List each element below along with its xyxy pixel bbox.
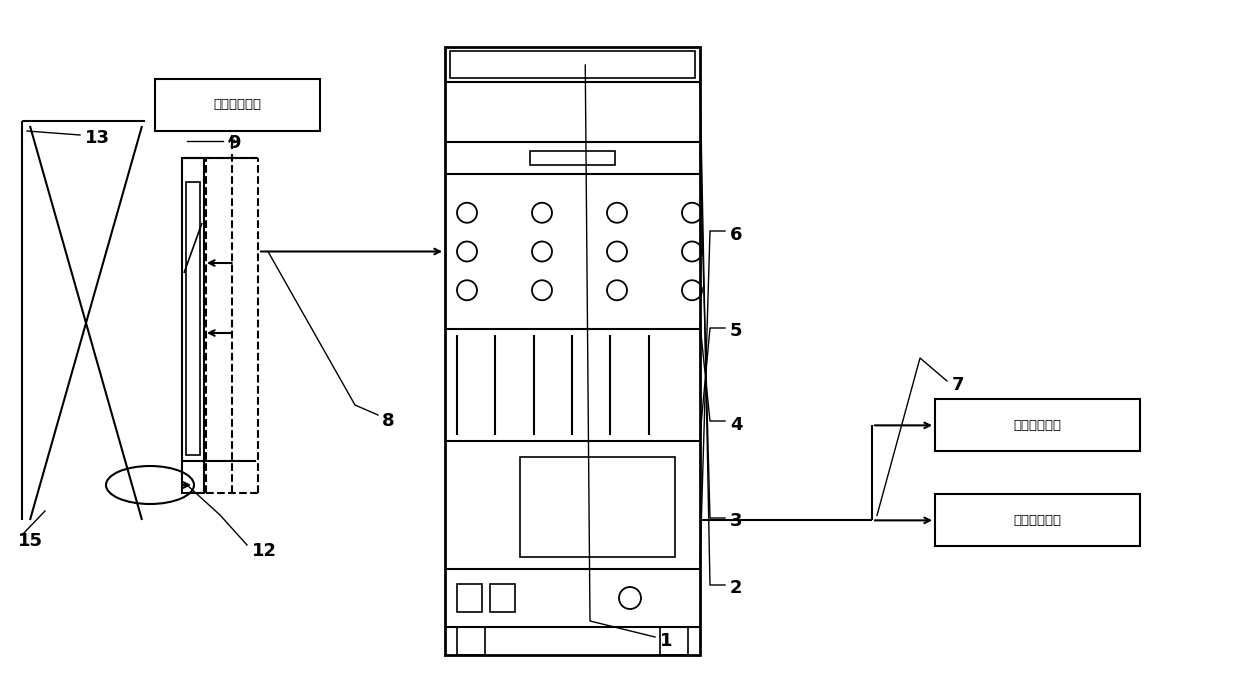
Text: 液压油源系统: 液压油源系统 bbox=[1013, 514, 1061, 527]
Text: 8: 8 bbox=[382, 412, 394, 430]
Text: 偏角检测系统: 偏角检测系统 bbox=[1013, 419, 1061, 432]
Bar bbox=[660, 627, 688, 655]
Bar bbox=[458, 627, 485, 655]
Text: 5: 5 bbox=[730, 322, 743, 340]
Bar bbox=[935, 494, 1140, 546]
Text: 3: 3 bbox=[730, 512, 743, 530]
Text: 7: 7 bbox=[952, 376, 965, 394]
Bar bbox=[490, 584, 515, 612]
Text: 9: 9 bbox=[228, 134, 241, 152]
Text: 6: 6 bbox=[730, 226, 743, 244]
Bar bbox=[458, 584, 482, 612]
Text: 4: 4 bbox=[730, 416, 743, 434]
Text: 12: 12 bbox=[252, 542, 277, 560]
Bar bbox=[935, 399, 1140, 451]
Text: 1: 1 bbox=[660, 632, 672, 650]
Bar bbox=[445, 47, 701, 655]
Bar bbox=[186, 182, 200, 455]
Bar bbox=[450, 51, 694, 78]
Text: 15: 15 bbox=[19, 532, 43, 550]
Text: 2: 2 bbox=[730, 579, 743, 597]
Bar bbox=[520, 457, 675, 557]
Bar bbox=[155, 79, 320, 131]
Text: 13: 13 bbox=[86, 129, 110, 147]
Bar bbox=[182, 158, 205, 493]
Bar bbox=[529, 151, 615, 165]
Text: 液压油源系统: 液压油源系统 bbox=[213, 98, 262, 112]
